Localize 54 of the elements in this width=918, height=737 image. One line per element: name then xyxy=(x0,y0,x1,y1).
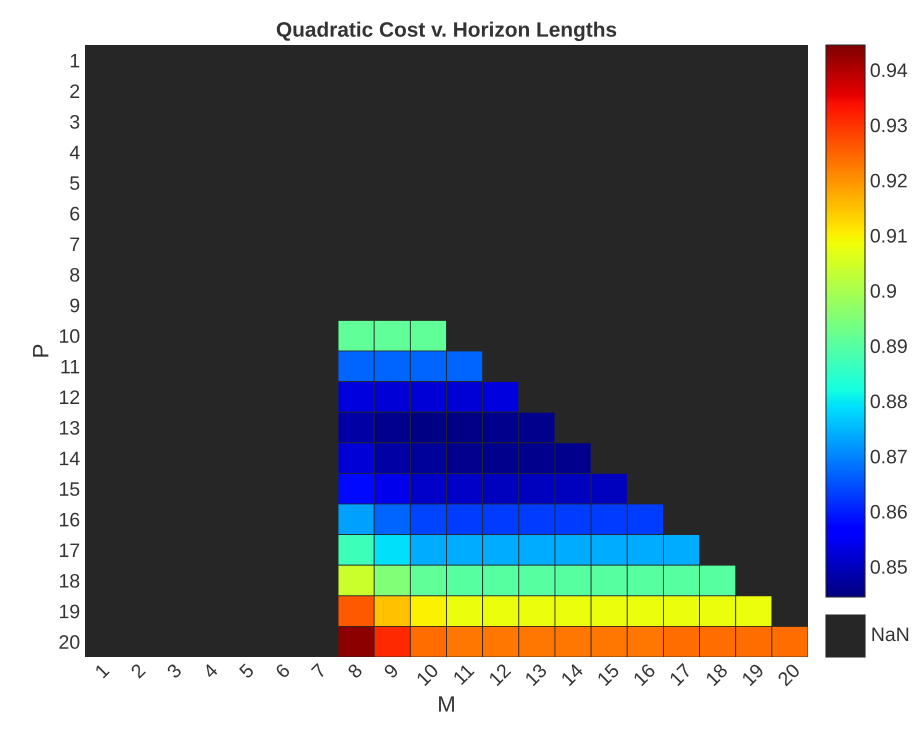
x-axis-title: M xyxy=(439,696,454,712)
x-tick-label: 7 xyxy=(310,663,327,679)
chart-title: Quadratic Cost v. Horizon Lengths xyxy=(276,22,616,42)
x-tick-label: 3 xyxy=(166,662,182,680)
y-tick-label: 10 xyxy=(60,329,80,343)
y-axis-title: P xyxy=(33,344,48,357)
color-bar-label: 0.94 xyxy=(870,63,908,78)
color-bar-label: 0.9 xyxy=(870,284,896,298)
y-tick-label: 9 xyxy=(70,298,80,312)
x-tick-label: 5 xyxy=(238,662,255,680)
y-tick-label: 2 xyxy=(70,84,80,98)
y-tick-label: 13 xyxy=(60,420,80,435)
color-bar-label: 0.85 xyxy=(870,560,907,574)
x-tick-label: 19 xyxy=(741,662,764,686)
color-bar-label: 0.87 xyxy=(870,450,907,464)
x-tick-label: 2 xyxy=(130,662,146,679)
color-bar-label: 0.86 xyxy=(870,504,907,519)
color-bar-label: 0.88 xyxy=(870,394,907,408)
color-bar-label: 0.89 xyxy=(870,339,907,354)
y-tick-label: 4 xyxy=(70,146,80,160)
y-tick-label: 19 xyxy=(60,604,80,618)
y-tick-label: 5 xyxy=(70,176,80,190)
x-tick-label: 10 xyxy=(416,662,440,686)
x-tick-label: 12 xyxy=(488,662,512,686)
y-tick-label: 3 xyxy=(70,114,80,129)
x-tick-label: 4 xyxy=(202,662,218,680)
y-tick-label: 15 xyxy=(60,482,80,496)
y-tick-label: 8 xyxy=(70,268,80,282)
y-tick-label: 7 xyxy=(70,238,80,251)
y-tick-label: 11 xyxy=(61,360,80,374)
color-bar-label: 0.93 xyxy=(870,118,907,132)
x-tick-label: 6 xyxy=(274,662,291,679)
y-tick-label: 6 xyxy=(70,206,80,221)
x-tick-label: 8 xyxy=(346,662,364,680)
x-tick-label: 11 xyxy=(452,663,475,686)
color-bar-label: 0.92 xyxy=(870,174,907,188)
x-tick-label: 15 xyxy=(596,662,620,686)
y-tick-label: 16 xyxy=(60,512,80,527)
text: NaN xyxy=(872,628,908,642)
y-tick-label: 17 xyxy=(60,544,80,557)
y-tick-label: 1 xyxy=(70,54,80,68)
y-tick-label: 12 xyxy=(60,390,80,404)
y-tick-label: 20 xyxy=(59,635,80,649)
color-bar-label: 0.91 xyxy=(870,228,907,243)
y-tick-label: 14 xyxy=(60,452,80,466)
x-tick-label: 9 xyxy=(383,662,400,679)
y-tick-label: 18 xyxy=(60,574,80,588)
x-tick-label: 13 xyxy=(524,662,548,686)
x-tick-label: 17 xyxy=(668,663,692,686)
x-tick-label: 1 xyxy=(94,663,110,678)
x-tick-label: 20 xyxy=(776,662,801,687)
x-tick-label: 18 xyxy=(704,662,728,686)
x-tick-label: 14 xyxy=(560,662,584,686)
x-tick-label: 16 xyxy=(632,662,656,686)
